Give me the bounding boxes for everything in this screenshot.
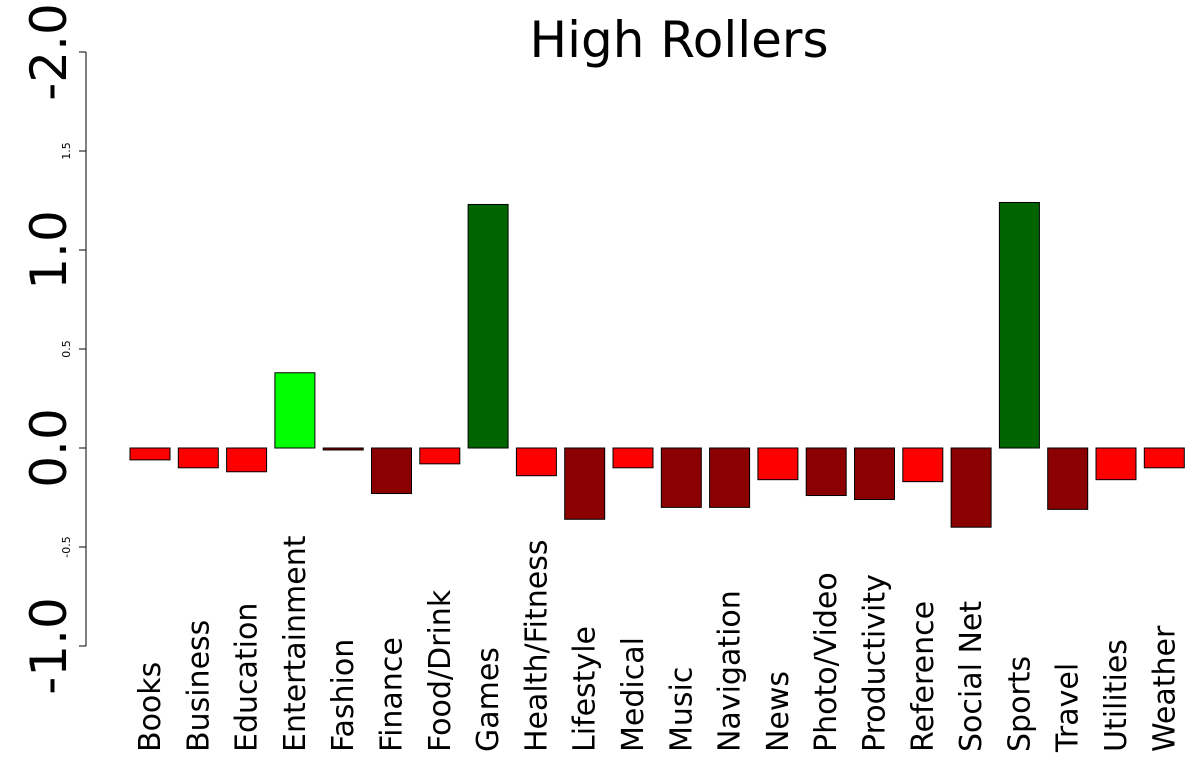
y-tick-label: -1.0 (20, 597, 78, 695)
y-axis: -1.0 -0.5 0.0 0.5 1.0 1.5 -2.0 (20, 3, 87, 695)
bar-news (757, 447, 799, 481)
bar-education (226, 447, 268, 473)
x-axis-labels: Books Business Education Entertainment Fashi… (133, 535, 1182, 753)
bar-utilities (1095, 447, 1137, 481)
bar-sports (998, 201, 1040, 449)
x-tick-label: Weather (1147, 625, 1182, 752)
x-tick-label: Entertainment (278, 535, 313, 752)
x-tick-label: Health/Fitness (519, 539, 554, 752)
x-tick-label: News (761, 671, 796, 752)
x-tick-label: Productivity (858, 574, 893, 752)
y-tick-label: -0.5 (60, 536, 73, 557)
x-tick-label: Books (133, 662, 168, 752)
bar-lifestyle (564, 447, 606, 520)
x-tick-label: Photo/Video (809, 572, 844, 752)
bar-productivity (854, 447, 895, 500)
bar-business (177, 447, 219, 469)
bar-music (660, 447, 702, 508)
bar-fashion (322, 447, 364, 451)
bar-entertainment (274, 372, 316, 449)
y-tick-label: 1.0 (20, 210, 78, 290)
x-tick-label: Music (664, 667, 699, 752)
y-tick-label: 0.0 (20, 408, 78, 488)
x-tick-label: Travel (1051, 663, 1086, 753)
x-tick-label: Reference (906, 601, 941, 752)
x-tick-label: Business (181, 620, 216, 752)
x-tick-label: Medical (616, 637, 651, 752)
y-tick-label: 0.5 (60, 340, 73, 358)
x-tick-label: Food/Drink (423, 589, 458, 752)
bar-social-net (950, 447, 992, 528)
bar-games (467, 203, 509, 449)
bar-photo-video (805, 447, 847, 497)
x-tick-label: Lifestyle (568, 626, 603, 752)
bar-books (129, 447, 171, 461)
bar-food-drink (419, 447, 461, 465)
bar-navigation (709, 447, 751, 508)
x-tick-label: Navigation (713, 590, 748, 752)
y-tick-label: 1.5 (60, 142, 73, 160)
bar-weather (1143, 447, 1185, 469)
x-tick-label: Fashion (326, 639, 361, 752)
x-tick-label: Finance (375, 637, 410, 752)
bars (129, 201, 1185, 528)
bar-medical (612, 447, 654, 469)
chart-title: High Rollers (529, 11, 828, 69)
bar-reference (902, 447, 944, 483)
bar-travel (1047, 447, 1089, 510)
x-tick-label: Sports (1002, 656, 1037, 752)
x-tick-label: Games (471, 647, 506, 752)
x-tick-label: Social Net (954, 601, 989, 752)
x-tick-label: Utilities (1099, 639, 1134, 752)
x-tick-label: Education (230, 603, 265, 752)
bar-finance (371, 447, 412, 495)
y-tick-label: -2.0 (20, 3, 78, 101)
bar-health-fitness (515, 447, 557, 477)
